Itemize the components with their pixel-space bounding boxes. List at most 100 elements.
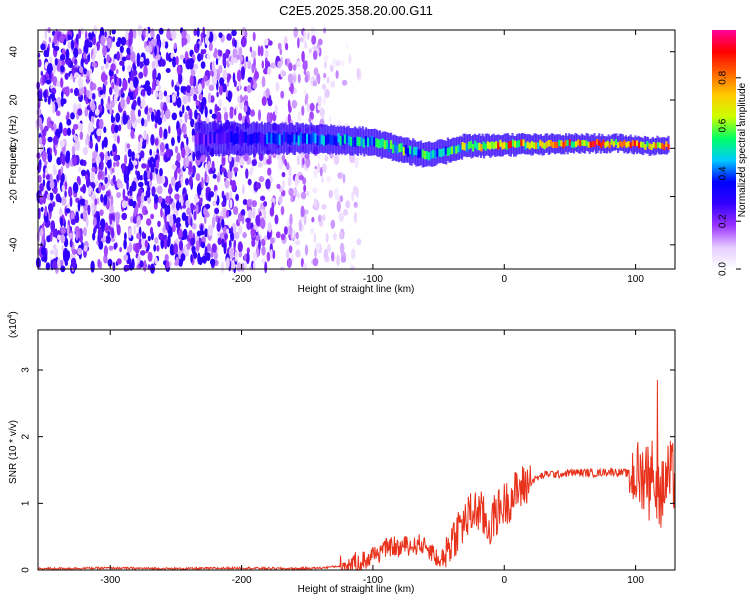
- spectrogram-noise-cell: [190, 87, 196, 95]
- spectrogram-noise-cell: [243, 86, 248, 92]
- spectrogram-noise-cell: [133, 224, 137, 235]
- spectrogram-noise-cell: [85, 173, 88, 180]
- spectrogram-noise-cell: [337, 172, 343, 180]
- spectrogram-noise-cell: [107, 258, 113, 267]
- spectrogram-noise-cell: [201, 155, 206, 163]
- spectrogram-ridge-cell: [505, 142, 508, 150]
- spectrogram-noise-cell: [96, 128, 102, 137]
- spectrogram-noise-cell: [49, 173, 53, 182]
- spectrogram-noise-cell: [49, 179, 55, 190]
- spectrogram-noise-cell: [240, 209, 246, 217]
- spectrogram-noise-cell: [207, 92, 212, 104]
- spectrogram-noise-cell: [39, 183, 44, 192]
- spectrogram-ridge-cell: [587, 141, 590, 148]
- spectrogram-noise-cell: [336, 254, 340, 266]
- spectrogram-noise-cell: [321, 163, 327, 173]
- spectrogram-noise-cell: [52, 102, 56, 114]
- spectrogram-noise-cell: [45, 262, 51, 271]
- spectrogram-noise-cell: [169, 243, 175, 256]
- spectrogram-noise-cell: [88, 121, 94, 133]
- spectrogram-noise-cell: [149, 180, 153, 187]
- spectrogram-noise-cell: [66, 127, 72, 136]
- spectrogram-noise-cell: [298, 219, 302, 232]
- spectrogram-noise-cell: [263, 200, 268, 207]
- spectrogram-ridge-cell: [316, 135, 319, 146]
- spectrogram-noise-cell: [280, 233, 286, 241]
- spectrogram-noise-cell: [328, 115, 332, 124]
- spectrogram-noise-cell: [67, 34, 72, 41]
- spectrogram-noise-cell: [103, 126, 107, 134]
- spectrogram-ridge-cell: [409, 145, 412, 155]
- spectrogram-noise-cell: [100, 65, 105, 71]
- spectrogram-noise-cell: [126, 178, 129, 191]
- spectrogram-noise-cell: [164, 254, 169, 262]
- spectrogram-noise-cell: [136, 232, 141, 240]
- spectrogram-ridge-cell: [398, 143, 401, 153]
- spectrogram-noise-cell: [208, 192, 212, 202]
- spectrogram-noise-cell: [83, 86, 87, 96]
- spectrogram-noise-cell: [266, 112, 271, 124]
- spectrogram-noise-cell: [288, 62, 293, 72]
- snr-background: [38, 330, 675, 570]
- spectrogram-noise-cell: [68, 232, 74, 239]
- spectrogram-noise-cell: [104, 30, 107, 38]
- spectrogram-noise-cell: [38, 207, 41, 220]
- spectrogram-ridge-cell: [333, 135, 336, 145]
- spectrogram-noise-cell: [51, 87, 57, 95]
- spectrogram-ridge-cell: [245, 132, 248, 143]
- spectrogram-noise-cell: [40, 135, 46, 147]
- spectrogram-noise-cell: [174, 169, 178, 181]
- spectrogram-noise-cell: [194, 109, 198, 120]
- spectrogram-ridge-cell: [375, 138, 378, 148]
- spectrogram-noise-cell: [285, 42, 289, 51]
- spectrogram-noise-cell: [162, 104, 168, 112]
- spectrogram-noise-cell: [61, 60, 66, 66]
- spectrogram-noise-cell: [300, 205, 305, 218]
- spectrogram-noise-cell: [285, 162, 290, 171]
- spectrogram-ridge-cell: [379, 139, 382, 149]
- spectrogram-ridge-cell: [635, 140, 639, 147]
- spectrogram-noise-cell: [214, 47, 218, 58]
- spectrogram-noise-cell: [356, 187, 359, 199]
- spectrogram-noise-cell: [235, 155, 240, 163]
- spectrogram-noise-cell: [339, 231, 343, 240]
- spectrogram-ridge-cell: [381, 138, 384, 148]
- spectrogram-noise-cell: [220, 167, 226, 173]
- spectrogram-noise-cell: [110, 123, 116, 134]
- spectrogram-ridge-cell: [297, 135, 300, 146]
- spectrogram-noise-cell: [101, 184, 106, 191]
- spectrogram-noise-cell: [115, 112, 121, 123]
- spectrogram-noise-cell: [64, 86, 70, 97]
- spectrogram-noise-cell: [132, 29, 137, 39]
- colorbar-gradient: [712, 30, 736, 269]
- spectrogram-noise-cell: [234, 250, 238, 262]
- spectrogram-noise-cell: [120, 97, 126, 110]
- spectrogram-ridge-cell: [251, 133, 254, 145]
- spectrogram-noise-cell: [203, 207, 208, 216]
- spectrogram-noise-cell: [287, 99, 291, 110]
- spectrogram-noise-cell: [196, 230, 202, 237]
- spectrogram-noise-cell: [100, 72, 107, 83]
- spectrogram-noise-cell: [112, 167, 115, 174]
- spectrogram-noise-cell: [147, 235, 151, 242]
- spectrogram-ridge-cell: [518, 140, 521, 147]
- spectrogram-noise-cell: [301, 105, 305, 116]
- spectrogram-noise-cell: [98, 241, 104, 250]
- spectrogram-noise-cell: [272, 249, 276, 260]
- spectrogram-noise-cell: [131, 151, 136, 162]
- spectrogram-noise-cell: [156, 109, 161, 119]
- spectrogram-x-tick-label: -100: [363, 274, 383, 285]
- spectrogram-noise-cell: [190, 217, 193, 227]
- spectrogram-noise-cell: [109, 204, 114, 214]
- spectrogram-noise-cell: [184, 111, 188, 124]
- spectrogram-noise-cell: [100, 160, 104, 171]
- spectrogram-noise-cell: [114, 92, 119, 99]
- spectrogram-x-tick-label: 0: [501, 274, 507, 285]
- spectrogram-noise-cell: [175, 201, 181, 211]
- spectrogram-noise-cell: [91, 62, 98, 68]
- spectrogram-noise-cell: [72, 182, 79, 194]
- spectrogram-ridge-cell: [589, 141, 592, 148]
- spectrogram-noise-cell: [190, 254, 193, 264]
- spectrogram-noise-cell: [169, 260, 172, 268]
- spectrogram-noise-cell: [159, 126, 163, 139]
